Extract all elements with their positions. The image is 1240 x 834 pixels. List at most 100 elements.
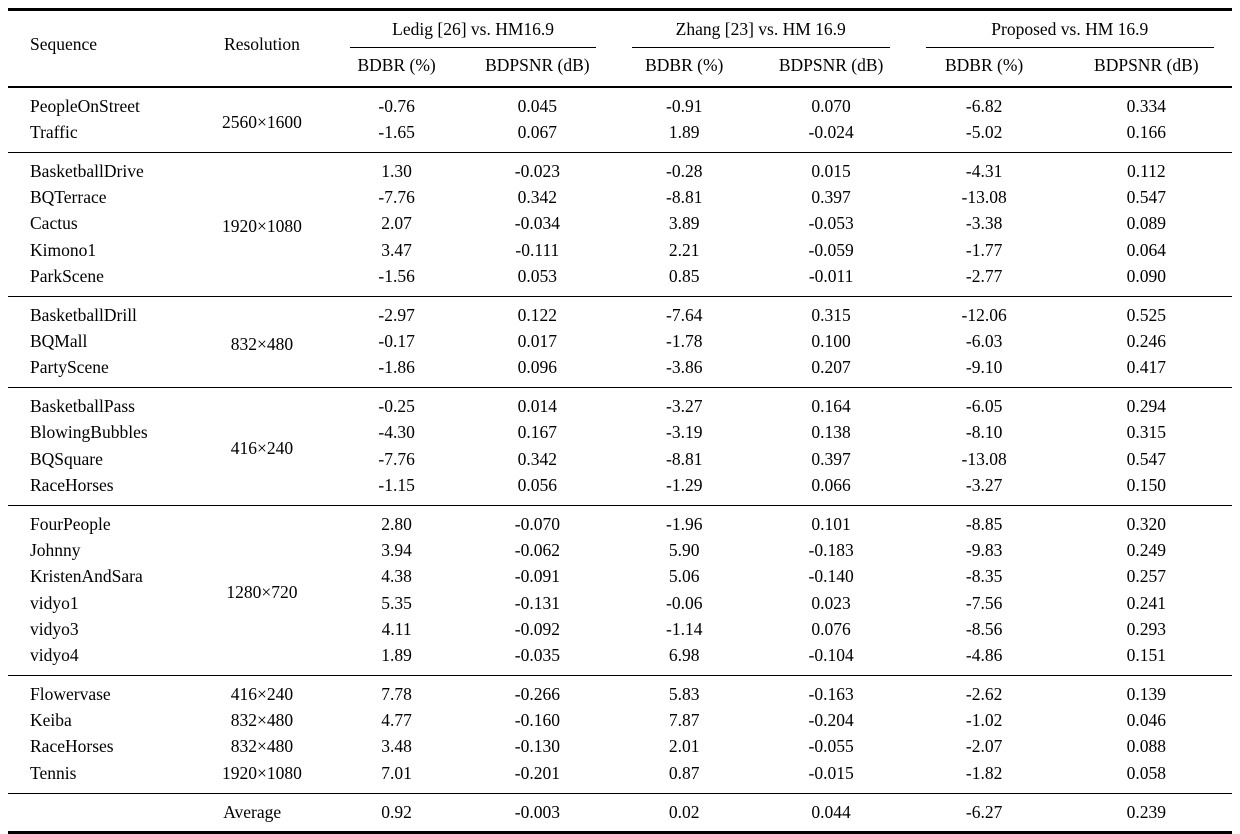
value-cell: -0.111 xyxy=(515,239,560,260)
value-cell: -0.059 xyxy=(808,239,854,260)
value-cell: -12.06 xyxy=(961,304,1007,325)
sequence-cell: Johnny xyxy=(30,540,81,560)
sequence-cell: BasketballPass xyxy=(30,396,135,417)
value-cell: 0.112 xyxy=(1126,160,1166,181)
value-cell: 1.89 xyxy=(668,122,700,142)
value-cell: 7.01 xyxy=(381,762,412,783)
value-cell: -1.78 xyxy=(666,331,703,351)
group-header-zhang: Zhang [23] vs. HM 16.9 xyxy=(614,10,908,48)
table-row: Tennis 1920×1080 7.01 -0.201 0.87 -0.015 -1.82… xyxy=(8,760,1232,793)
value-cell: -1.15 xyxy=(378,474,415,495)
resolution-cell: 416×240 xyxy=(230,683,294,704)
value-cell: 0.070 xyxy=(811,95,851,116)
value-cell: 0.342 xyxy=(517,448,558,469)
table-row: BasketballPass 416×240 -0.25 0.014 -3.27 0.16… xyxy=(8,387,1232,458)
group-header-proposed: Proposed vs. HM 16.9 xyxy=(908,10,1232,48)
value-cell: -8.81 xyxy=(666,448,703,469)
table-row: RaceHorses -1.15 0.056 -1.29 0.066 -3.27 0.150 xyxy=(8,473,1232,506)
group-header-zhang-label: Zhang [23] vs. HM 16.9 xyxy=(631,11,890,48)
table-body: PeopleOnStreet 2560×1600 -0.76 0.045 -0.91 0.… xyxy=(8,87,1232,833)
value-cell: 0.045 xyxy=(517,95,558,116)
value-cell: 0.315 xyxy=(1126,422,1166,443)
value-cell: -0.015 xyxy=(808,762,854,783)
value-cell: -0.092 xyxy=(514,618,560,639)
value-cell: 2.80 xyxy=(381,513,412,534)
value-cell: -4.31 xyxy=(965,160,1003,181)
value-cell: -0.053 xyxy=(808,213,854,234)
value-cell: 2.21 xyxy=(668,239,700,260)
value-cell: -0.023 xyxy=(514,160,560,181)
value-cell: 0.046 xyxy=(1126,710,1166,731)
average-value-cell: -6.27 xyxy=(965,801,1003,822)
value-cell: 0.547 xyxy=(1126,187,1166,208)
table-row: Kimono1 3.47 -0.111 2.21 -0.059 -1.77 0.064 xyxy=(8,237,1232,263)
value-cell: 0.334 xyxy=(1126,95,1166,116)
value-cell: 0.547 xyxy=(1126,448,1166,469)
average-row: Average 0.92 -0.003 0.02 0.044 -6.27 0.239 xyxy=(8,793,1232,833)
value-cell: 0.417 xyxy=(1126,357,1166,378)
sequence-cell: BasketballDrive xyxy=(30,160,144,181)
value-cell: 0.525 xyxy=(1126,304,1166,325)
resolution-cell: 1280×720 xyxy=(226,582,298,603)
sequence-cell: PartyScene xyxy=(30,357,109,378)
value-cell: -0.104 xyxy=(808,645,854,665)
value-cell: 0.85 xyxy=(668,265,700,286)
value-cell: -3.38 xyxy=(965,213,1003,234)
sequence-cell: Traffic xyxy=(30,122,78,142)
table-row: vidyo4 1.89 -0.035 6.98 -0.104 -4.86 0.151 xyxy=(8,643,1232,676)
value-cell: -0.130 xyxy=(514,736,560,757)
column-header-bdbr-ledig: BDBR (%) xyxy=(332,47,461,88)
value-cell: -3.19 xyxy=(666,422,703,443)
value-cell: 0.023 xyxy=(811,592,851,613)
value-cell: 0.088 xyxy=(1126,736,1166,757)
value-cell: 5.06 xyxy=(668,566,700,587)
sequence-cell: BlowingBubbles xyxy=(30,422,148,443)
value-cell: 1.30 xyxy=(381,160,412,181)
value-cell: -1.56 xyxy=(378,265,415,286)
value-cell: -3.27 xyxy=(965,474,1003,495)
table-row: vidyo1 5.35 -0.131 -0.06 0.023 -7.56 0.241 xyxy=(8,590,1232,616)
value-cell: -9.10 xyxy=(965,357,1003,378)
value-cell: 5.90 xyxy=(668,540,700,560)
value-cell: -0.201 xyxy=(514,762,560,783)
value-cell: 3.94 xyxy=(381,540,412,560)
value-cell: 7.78 xyxy=(381,683,412,704)
column-header-bdpsnr-proposed: BDPSNR (dB) xyxy=(1060,47,1232,88)
value-cell: -0.034 xyxy=(514,213,560,234)
resolution-cell: 832×480 xyxy=(230,333,294,354)
table-row: BasketballDrive 1920×1080 1.30 -0.023 -0.28 0… xyxy=(8,152,1232,236)
average-label: Average xyxy=(223,801,282,822)
value-cell: 0.150 xyxy=(1126,474,1166,495)
value-cell: -0.25 xyxy=(378,396,415,417)
value-cell: 7.87 xyxy=(668,710,700,731)
value-cell: -0.17 xyxy=(378,331,415,351)
value-cell: 0.320 xyxy=(1126,513,1166,534)
value-cell: 0.064 xyxy=(1126,239,1166,260)
value-cell: 0.053 xyxy=(517,265,558,286)
value-cell: 0.138 xyxy=(811,422,851,443)
value-cell: 4.38 xyxy=(381,566,412,587)
resolution-cell: 1920×1080 xyxy=(222,762,302,783)
table-row: BQTerrace -7.76 0.342 -8.81 0.397 -13.08 0.547 xyxy=(8,185,1232,211)
value-cell: 0.293 xyxy=(1126,618,1166,639)
value-cell: 0.241 xyxy=(1126,592,1166,613)
value-cell: 0.294 xyxy=(1126,396,1166,417)
value-cell: 0.015 xyxy=(811,160,851,181)
table-row: BlowingBubbles -4.30 0.167 -3.19 0.138 -8.10 0… xyxy=(8,420,1232,446)
table-row: KristenAndSara 4.38 -0.091 5.06 -0.140 -8.35 0… xyxy=(8,564,1232,590)
value-cell: -7.76 xyxy=(378,448,415,469)
table-row: FourPeople 1280×720 2.80 -0.070 -1.96 0.101 -8… xyxy=(8,505,1232,602)
value-cell: 4.77 xyxy=(381,710,412,731)
value-cell: -1.65 xyxy=(378,122,415,142)
sequence-cell: ParkScene xyxy=(30,265,104,286)
value-cell: -2.62 xyxy=(965,683,1003,704)
value-cell: -0.055 xyxy=(808,736,854,757)
value-cell: -6.03 xyxy=(965,331,1003,351)
value-cell: 0.096 xyxy=(517,357,558,378)
group-header-ledig-label: Ledig [26] vs. HM16.9 xyxy=(350,11,596,48)
paper-page: Sequence Resolution Ledig [26] vs. HM16.… xyxy=(8,8,1232,834)
value-cell: -7.64 xyxy=(666,304,703,325)
value-cell: 0.167 xyxy=(517,422,558,443)
table-header: Sequence Resolution Ledig [26] vs. HM16.… xyxy=(8,9,1232,88)
value-cell: -0.06 xyxy=(666,592,703,613)
